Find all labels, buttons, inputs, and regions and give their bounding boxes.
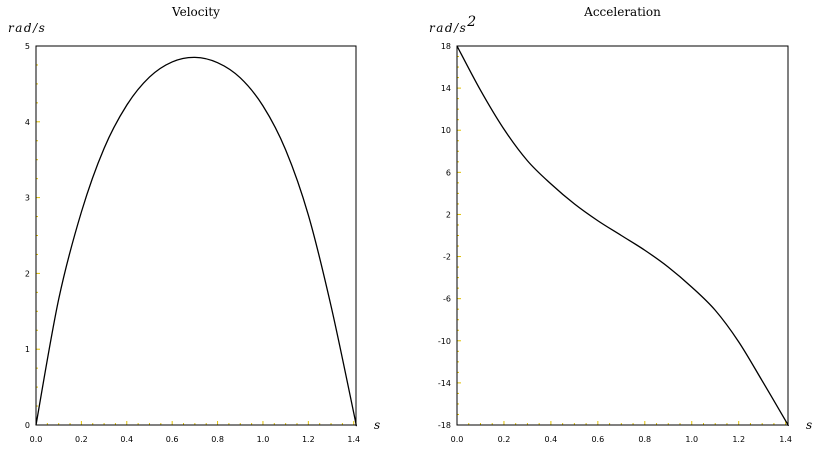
acceleration-title: Acceleration: [583, 5, 661, 19]
acceleration-y-tick-label: 10: [441, 126, 451, 135]
velocity-y-tick-label: 1: [25, 345, 30, 354]
velocity-x-unit-label: s: [374, 418, 382, 432]
velocity-y-unit-text: rad/s: [8, 21, 46, 35]
velocity-chart: Velocity rad/s s 0.0 0.2 0.4 0.6 0.8 1.0 1.2 1.4 0 1…: [8, 5, 382, 444]
acceleration-y-tick-label: -6: [443, 295, 451, 304]
acceleration-y-tick-label: -10: [438, 337, 451, 346]
velocity-y-tick-label: 2: [25, 269, 30, 278]
velocity-y-unit-label: rad/s: [8, 21, 46, 35]
velocity-y-tick-label: 4: [25, 118, 30, 127]
acceleration-x-tick-label: 0.2: [498, 435, 511, 444]
velocity-x-tick-label: 1.2: [302, 435, 315, 444]
acceleration-y-unit-text: rad/s: [429, 21, 467, 35]
acceleration-x-tick-label: 1.0: [685, 435, 698, 444]
velocity-x-tick-label: 0.6: [166, 435, 179, 444]
acceleration-y-tick-label: 2: [446, 210, 451, 219]
acceleration-x-tick-label: 0.4: [545, 435, 558, 444]
acceleration-x-unit-label: s: [806, 418, 814, 432]
velocity-x-tick-label: 0.0: [30, 435, 43, 444]
acceleration-x-tick-label: 0.6: [591, 435, 604, 444]
velocity-y-tick-label: 5: [25, 42, 30, 51]
acceleration-y-tick-label: 14: [441, 84, 451, 93]
acceleration-y-unit-label: rad/s2: [429, 14, 478, 35]
velocity-curve: [35, 56, 357, 427]
acceleration-y-tick-label: -14: [438, 379, 451, 388]
acceleration-y-unit-superscript: 2: [466, 14, 477, 30]
acceleration-y-tick-label: -2: [443, 253, 451, 262]
velocity-y-tick-label: 3: [25, 194, 30, 203]
velocity-plot-frame: [35, 45, 357, 426]
acceleration-y-tick-label: 6: [446, 168, 451, 177]
velocity-x-tick-label: 0.8: [211, 435, 224, 444]
velocity-x-tick-label: 1.0: [257, 435, 270, 444]
velocity-x-tick-label: 0.2: [75, 435, 88, 444]
acceleration-x-tick-label: 0.0: [451, 435, 464, 444]
velocity-x-tick-label: 0.4: [120, 435, 133, 444]
acceleration-y-tick-label: -18: [438, 421, 451, 430]
acceleration-x-tick-label: 1.4: [779, 435, 792, 444]
acceleration-curve: [456, 45, 789, 427]
velocity-title: Velocity: [171, 5, 220, 19]
acceleration-y-tick-label: 18: [441, 42, 451, 51]
acceleration-x-tick-label: 1.2: [732, 435, 745, 444]
velocity-x-tick-label: 1.4: [347, 435, 360, 444]
acceleration-x-tick-label: 0.8: [638, 435, 651, 444]
velocity-y-tick-label: 0: [25, 421, 30, 430]
acceleration-plot-frame: [456, 45, 789, 426]
